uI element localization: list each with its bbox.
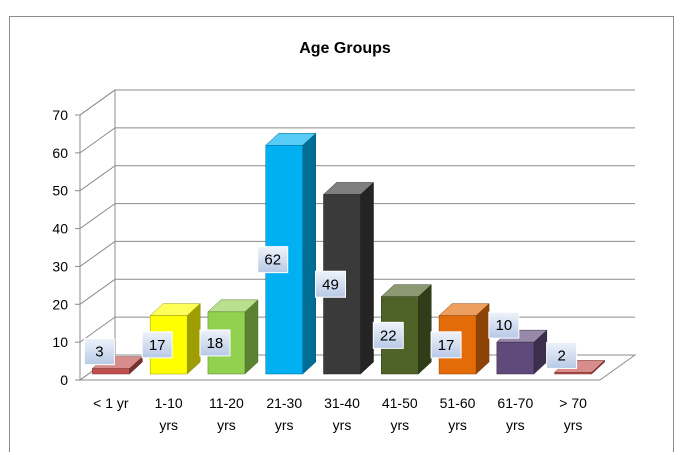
data-label-box [83, 338, 115, 366]
data-label: 17 [430, 331, 462, 359]
data-label-box [257, 246, 289, 274]
data-label-text: 62 [264, 252, 281, 269]
data-labels: 3 17 18 62 49 22 17 10 2 [83, 246, 578, 369]
data-label: 2 [546, 341, 578, 369]
y-tick-label: 0 [60, 372, 68, 388]
bar-side [418, 284, 432, 375]
data-label-box [315, 270, 346, 298]
data-label-box [141, 331, 173, 359]
gridline [79, 127, 635, 154]
bar-side [302, 132, 316, 375]
y-tick-label: 50 [52, 183, 68, 199]
data-label: 10 [488, 311, 520, 339]
y-axis: 0 10 20 30 40 50 60 70 [52, 107, 80, 388]
gridline [79, 89, 635, 116]
data-label: 62 [257, 246, 289, 274]
gridline [79, 240, 635, 267]
x-tick-label: 31-40 yrs [324, 395, 360, 433]
data-label-text: 17 [438, 337, 455, 354]
bar-front [554, 372, 592, 375]
data-label-text: 10 [495, 317, 512, 334]
data-label-box [372, 321, 404, 349]
gridline [79, 278, 635, 305]
data-label-text: 18 [207, 335, 224, 352]
chart-side-wall [79, 89, 116, 381]
data-label: 49 [315, 270, 346, 298]
data-label-box [546, 341, 578, 369]
data-label-text: 17 [149, 337, 166, 354]
data-label-box [430, 331, 462, 359]
x-tick-label: 51-60 yrs [440, 395, 476, 433]
data-label: 17 [141, 331, 173, 359]
x-axis: < 1 yr 1-10 yrs 11-20 yrs 21-30 yrs 31-40 yrs 41-… [93, 395, 587, 433]
bar-side [360, 181, 374, 375]
data-label-text: 3 [95, 344, 103, 361]
bar-front [92, 368, 130, 375]
y-tick-label: 30 [52, 258, 68, 274]
y-tick-label: 20 [52, 296, 68, 312]
y-tick-label: 70 [52, 107, 68, 123]
data-label: 18 [199, 329, 231, 357]
x-tick-label: > 70 yrs [559, 395, 587, 433]
bar [496, 329, 548, 375]
bar-side [244, 299, 259, 375]
data-label-box [199, 329, 231, 357]
data-label-text: 2 [557, 347, 565, 364]
x-tick-label: < 1 yr [93, 395, 129, 411]
y-tick-label: 10 [52, 334, 68, 350]
y-tick-label: 40 [52, 221, 68, 237]
bar-side [475, 303, 490, 375]
x-tick-label: 21-30 yrs [266, 395, 302, 433]
x-tick-label: 11-20 yrs [209, 395, 244, 433]
data-label-text: 22 [380, 327, 397, 344]
bar-side [186, 303, 201, 375]
x-tick-label: 1-10 yrs [155, 395, 183, 433]
x-tick-label: 61-70 yrs [497, 395, 533, 433]
y-tick-label: 60 [52, 145, 68, 161]
data-label: 22 [372, 321, 404, 349]
gridline [79, 165, 635, 192]
bar-front [496, 341, 535, 375]
x-tick-label: 41-50 yrs [382, 395, 418, 433]
data-label-text: 49 [322, 276, 339, 293]
chart-title: Age Groups [299, 40, 391, 57]
data-label-box [488, 311, 520, 339]
gridline [79, 203, 635, 229]
data-label: 3 [83, 338, 115, 366]
